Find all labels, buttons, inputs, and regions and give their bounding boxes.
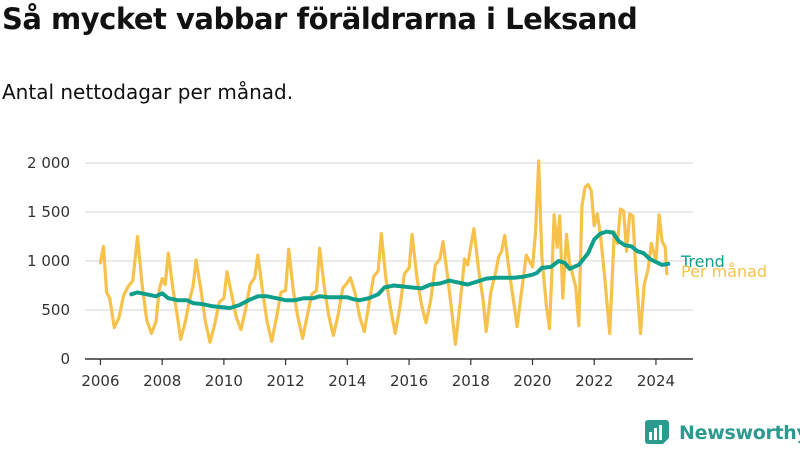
x-tick-label: 2024 [637,372,675,390]
series-line-per_month [98,159,669,346]
x-tick-label: 2012 [267,372,305,390]
y-tick-label: 1 000 [27,252,70,270]
y-tick-label: 2 000 [27,154,70,172]
chart-subtitle: Antal nettodagar per månad. [2,80,294,104]
x-tick-label: 2010 [205,372,243,390]
y-tick-label: 1 500 [27,203,70,221]
newsworthy-logo-icon [645,420,669,444]
x-tick-label: 2022 [575,372,613,390]
x-tick-label: 2008 [143,372,181,390]
series-line-trend [129,229,671,310]
y-axis: 0 500 1 000 1 500 2 000 [27,154,70,368]
y-tick-label: 0 [60,350,70,368]
chart-title: Så mycket vabbar föräldrarna i Leksand [2,2,638,36]
series-lines [98,159,671,346]
x-tick-label: 2020 [513,372,551,390]
x-axis: 2006 2008 2010 2012 2014 2016 2018 2020 2022 2024 [81,358,693,390]
y-tick-label: 500 [41,301,70,319]
series-label-trend: Trend [680,252,725,271]
x-tick-label: 2006 [81,372,119,390]
brand-logo: Newsworthy [645,420,800,446]
series-label-per_month: Per månad [681,262,767,281]
x-tick-label: 2018 [452,372,490,390]
brand-name: Newsworthy [679,422,800,444]
x-tick-label: 2014 [328,372,366,390]
x-tick-label: 2016 [390,372,428,390]
